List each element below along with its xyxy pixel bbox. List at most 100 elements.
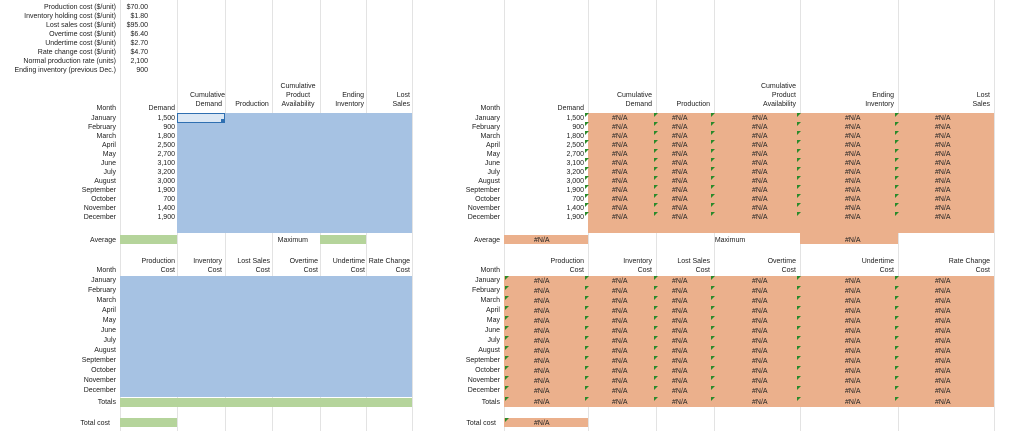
error-indicator[interactable] <box>711 131 715 135</box>
na-cell[interactable]: #N/A <box>845 133 861 140</box>
na-cell[interactable]: #N/A <box>845 308 861 315</box>
error-indicator[interactable] <box>505 366 509 370</box>
error-indicator[interactable] <box>895 122 899 126</box>
error-indicator[interactable] <box>711 326 715 330</box>
error-indicator[interactable] <box>654 194 658 198</box>
month-cell[interactable]: September <box>81 187 116 194</box>
na-cell[interactable]: #N/A <box>845 214 861 221</box>
error-indicator[interactable] <box>711 167 715 171</box>
na-cell[interactable]: #N/A <box>672 328 688 335</box>
error-indicator[interactable] <box>797 167 801 171</box>
error-indicator[interactable] <box>654 286 658 290</box>
param-label[interactable]: Lost sales cost ($/unit) <box>45 22 116 29</box>
na-cell[interactable]: #N/A <box>845 298 861 305</box>
error-indicator[interactable] <box>797 158 801 162</box>
demand-cell[interactable]: 1,800 <box>157 133 175 140</box>
na-cell[interactable]: #N/A <box>845 115 861 122</box>
error-indicator[interactable] <box>797 356 801 360</box>
error-indicator[interactable] <box>797 336 801 340</box>
param-value[interactable]: 2,100 <box>130 58 148 65</box>
error-indicator[interactable] <box>654 167 658 171</box>
na-cell[interactable]: #N/A <box>752 328 768 335</box>
na-cell[interactable]: #N/A <box>752 318 768 325</box>
param-label[interactable]: Rate change cost ($/unit) <box>37 49 116 56</box>
na-cell[interactable]: #N/A <box>845 124 861 131</box>
month-cell[interactable]: December <box>467 214 500 221</box>
demand-cell[interactable]: 3,000 <box>157 178 175 185</box>
error-indicator[interactable] <box>895 356 899 360</box>
demand-cell[interactable]: 1,900 <box>566 214 584 221</box>
error-indicator[interactable] <box>505 356 509 360</box>
na-cell[interactable]: #N/A <box>935 278 951 285</box>
na-cell[interactable]: #N/A <box>672 358 688 365</box>
na-cell[interactable]: #N/A <box>845 288 861 295</box>
error-indicator[interactable] <box>797 194 801 198</box>
error-indicator[interactable] <box>654 131 658 135</box>
error-indicator[interactable] <box>711 306 715 310</box>
na-cell[interactable]: #N/A <box>612 124 628 131</box>
na-cell[interactable]: #N/A <box>752 214 768 221</box>
error-indicator[interactable] <box>585 336 589 340</box>
month-cell[interactable]: July <box>103 337 116 344</box>
na-cell[interactable]: #N/A <box>612 196 628 203</box>
error-indicator[interactable] <box>505 316 509 320</box>
na-cell[interactable]: #N/A <box>672 338 688 345</box>
error-indicator[interactable] <box>797 212 801 216</box>
na-cell[interactable]: #N/A <box>612 308 628 315</box>
na-cell[interactable]: #N/A <box>672 142 688 149</box>
na-cell[interactable]: #N/A <box>672 115 688 122</box>
error-indicator[interactable] <box>797 276 801 280</box>
month-cell[interactable]: May <box>102 317 116 324</box>
na-cell[interactable]: #N/A <box>845 388 861 395</box>
average-na-value[interactable]: #N/A <box>534 237 550 244</box>
na-cell[interactable]: #N/A <box>752 298 768 305</box>
demand-cell[interactable]: 700 <box>163 196 175 203</box>
na-cell[interactable]: #N/A <box>672 399 688 406</box>
param-value[interactable]: $6.40 <box>130 31 148 38</box>
na-cell[interactable]: #N/A <box>752 278 768 285</box>
demand-cell[interactable]: 1,900 <box>157 214 175 221</box>
na-cell[interactable]: #N/A <box>752 358 768 365</box>
month-cell[interactable]: February <box>87 287 116 294</box>
error-indicator[interactable] <box>505 336 509 340</box>
error-indicator[interactable] <box>711 286 715 290</box>
error-indicator[interactable] <box>797 149 801 153</box>
na-cell[interactable]: #N/A <box>845 169 861 176</box>
month-cell[interactable]: April <box>101 307 116 314</box>
na-cell[interactable]: #N/A <box>612 328 628 335</box>
na-cell[interactable]: #N/A <box>612 115 628 122</box>
error-indicator[interactable] <box>895 185 899 189</box>
error-indicator[interactable] <box>585 113 589 117</box>
demand-cell[interactable]: 3,100 <box>157 160 175 167</box>
month-cell[interactable]: August <box>478 347 500 354</box>
error-indicator[interactable] <box>654 140 658 144</box>
error-indicator[interactable] <box>585 212 589 216</box>
error-indicator[interactable] <box>585 286 589 290</box>
error-indicator[interactable] <box>585 356 589 360</box>
na-cell[interactable]: #N/A <box>845 178 861 185</box>
na-cell[interactable]: #N/A <box>534 388 550 395</box>
error-indicator[interactable] <box>711 276 715 280</box>
formula-region-orange[interactable] <box>588 113 994 233</box>
na-cell[interactable]: #N/A <box>935 205 951 212</box>
error-indicator[interactable] <box>711 346 715 350</box>
error-indicator[interactable] <box>895 366 899 370</box>
param-label[interactable]: Overtime cost ($/unit) <box>49 31 116 38</box>
na-cell[interactable]: #N/A <box>672 288 688 295</box>
na-cell[interactable]: #N/A <box>845 399 861 406</box>
month-cell[interactable]: July <box>487 337 500 344</box>
demand-cell[interactable]: 3,200 <box>566 169 584 176</box>
param-value[interactable]: $4.70 <box>130 49 148 56</box>
error-indicator[interactable] <box>654 149 658 153</box>
month-cell[interactable]: April <box>485 307 500 314</box>
na-cell[interactable]: #N/A <box>935 169 951 176</box>
error-indicator[interactable] <box>895 286 899 290</box>
demand-cell[interactable]: 1,400 <box>157 205 175 212</box>
na-cell[interactable]: #N/A <box>935 178 951 185</box>
na-cell[interactable]: #N/A <box>612 318 628 325</box>
error-indicator[interactable] <box>585 149 589 153</box>
na-cell[interactable]: #N/A <box>672 278 688 285</box>
demand-cell[interactable]: 2,500 <box>566 142 584 149</box>
error-indicator[interactable] <box>797 203 801 207</box>
demand-cell[interactable]: 1,400 <box>566 205 584 212</box>
